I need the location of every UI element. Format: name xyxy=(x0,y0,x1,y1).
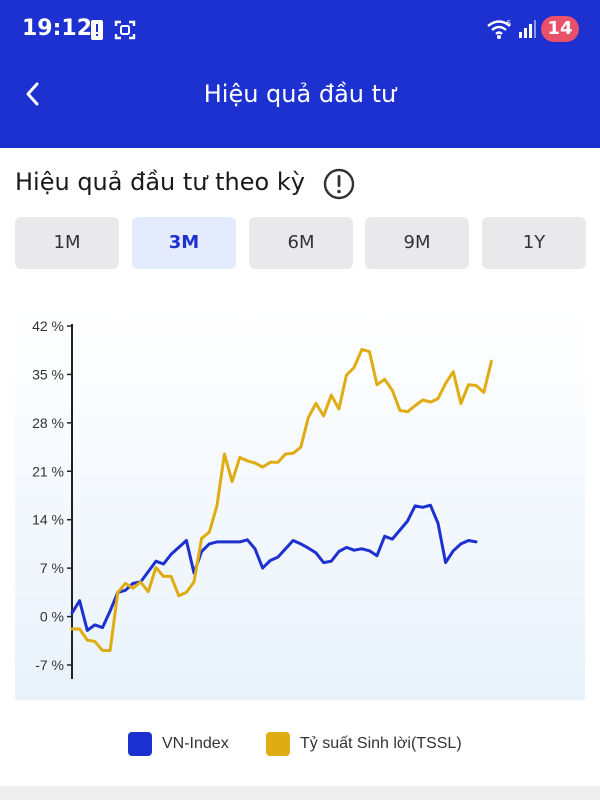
y-tick-label: 7 % xyxy=(40,560,64,576)
chart-svg: -7 % 0 % 7 % 14 % 21 % 28 % 35 % 42 % xyxy=(15,305,585,700)
legend-label-tssl: Tỷ suất Sinh lời(TSSL) xyxy=(300,735,462,752)
period-tabs: 1M 3M 6M 9M 1Y xyxy=(15,217,586,269)
series-line-tssl xyxy=(70,348,493,652)
tab-6m[interactable]: 6M xyxy=(249,217,353,269)
performance-chart: -7 % 0 % 7 % 14 % 21 % 28 % 35 % 42 % xyxy=(15,305,585,700)
y-tick-label: 14 % xyxy=(32,512,64,528)
y-tick-label: -7 % xyxy=(35,657,64,673)
chevron-left-icon xyxy=(26,82,39,106)
chart-legend: VN-Index Tỷ suất Sinh lời(TSSL) xyxy=(0,730,600,760)
wifi-icon: 6 xyxy=(487,19,511,39)
chart-background xyxy=(15,305,585,700)
y-tick-label: 42 % xyxy=(32,318,64,334)
status-time: 19:12 xyxy=(22,16,93,41)
info-icon[interactable] xyxy=(323,168,355,200)
app-header: 19:12 6 14 Hiệu quả đầu tư xyxy=(0,0,600,148)
y-tick-label: 28 % xyxy=(32,415,64,431)
alert-icon xyxy=(91,20,103,40)
signal-icon xyxy=(519,20,536,38)
page-title: Hiệu quả đầu tư xyxy=(203,80,397,108)
tab-9m[interactable]: 9M xyxy=(365,217,469,269)
legend-label-vn-index: VN-Index xyxy=(162,735,229,752)
section-title: Hiệu quả đầu tư theo kỳ xyxy=(15,168,305,196)
screenshot-icon xyxy=(114,20,136,40)
status-bar: 19:12 6 14 xyxy=(0,0,600,60)
battery-indicator: 14 xyxy=(541,16,579,42)
back-button[interactable] xyxy=(16,76,52,112)
y-tick-label: 35 % xyxy=(32,366,64,382)
tab-1y[interactable]: 1Y xyxy=(482,217,586,269)
legend-swatch-tssl xyxy=(266,732,290,756)
legend-swatch-vn-index xyxy=(128,732,152,756)
tab-1m[interactable]: 1M xyxy=(15,217,119,269)
y-tick-label: 21 % xyxy=(32,463,64,479)
y-tick-label: 0 % xyxy=(40,609,64,625)
svg-text:6: 6 xyxy=(506,19,511,28)
bottom-divider xyxy=(0,786,600,800)
tab-3m[interactable]: 3M xyxy=(132,217,236,269)
